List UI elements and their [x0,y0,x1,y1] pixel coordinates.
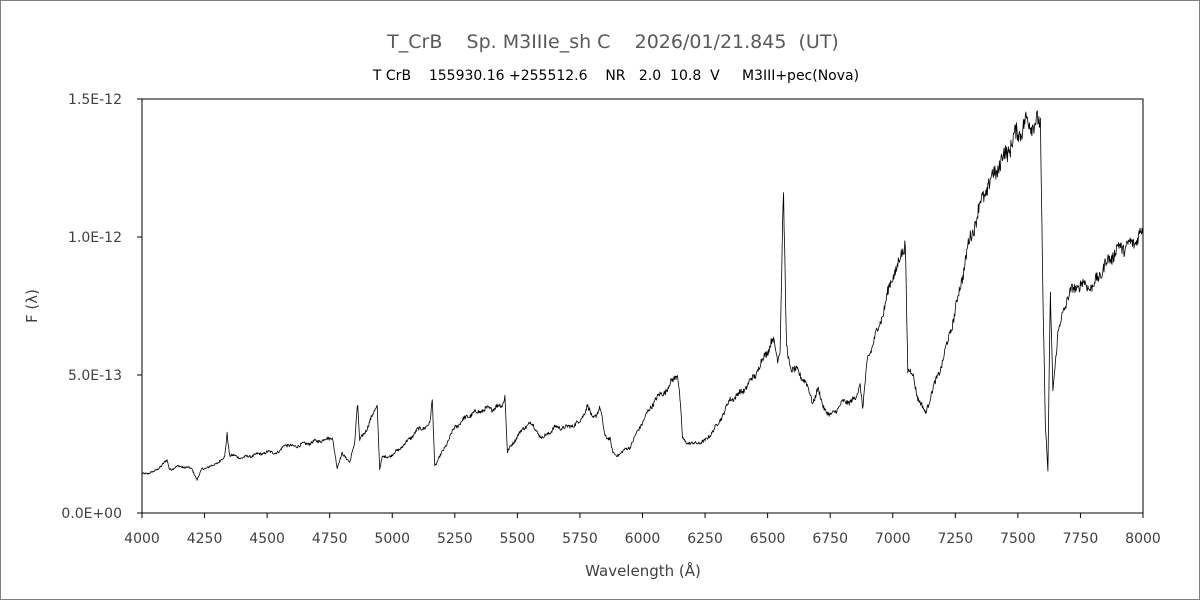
x-tick-label: 5750 [562,531,598,547]
y-axis-label: F (λ) [23,289,41,323]
plot-area [141,98,1144,514]
y-tick-label: 1.5E-12 [68,92,122,108]
x-tick-label: 7750 [1063,531,1099,547]
x-tick-label: 8000 [1125,531,1161,547]
x-axis-label: Wavelength (Å) [585,561,701,580]
x-tick-label: 7250 [937,531,973,547]
y-tick-label: 0.0E+00 [61,506,122,522]
y-tick-label: 1.0E-12 [68,230,122,246]
x-tick-label: 5000 [374,531,410,547]
x-tick-label: 6750 [812,531,848,547]
x-tick-label: 4750 [312,531,348,547]
x-tick-label: 7500 [1000,531,1036,547]
x-tick-label: 4000 [124,531,160,547]
y-axis: 0.0E+00 5.0E-13 1.0E-12 1.5E-12 [61,92,142,522]
x-tick-label: 7000 [875,531,911,547]
x-tick-label: 6250 [687,531,723,547]
x-tick-label: 6500 [750,531,786,547]
y-tick-label: 5.0E-13 [68,368,122,384]
x-tick-label: 6000 [625,531,661,547]
x-axis: 4000 4250 4500 4750 5000 5250 5500 5750 6000 6250… [124,513,1161,547]
x-tick-label: 5500 [500,531,536,547]
x-tick-label: 5250 [437,531,473,547]
chart-subtitle: T CrB 155930.16 +255512.6 NR 2.0 10.8 V … [372,68,859,84]
spectrum-line [141,110,1144,481]
x-tick-label: 4500 [249,531,285,547]
x-tick-label: 4250 [187,531,223,547]
chart-title: T_CrB Sp. M3IIIe_sh C 2026/01/21.845 (UT… [386,31,839,53]
